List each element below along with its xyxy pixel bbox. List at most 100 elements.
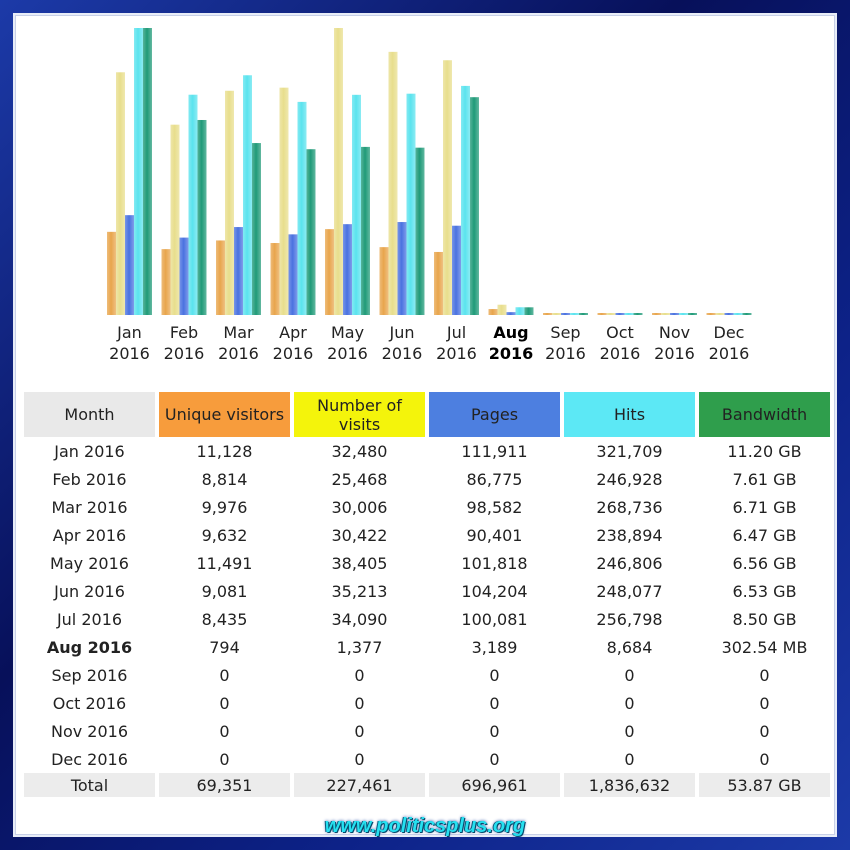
- cell-unique: 8,814: [201, 469, 248, 489]
- cell-visits: 35,213: [331, 581, 388, 601]
- bar-hits-5: [352, 94, 361, 316]
- cell-pages: 90,401: [466, 525, 523, 545]
- x-tick-label: Jun: [389, 323, 415, 342]
- cell-visits: 0: [354, 721, 365, 741]
- cell-visits: 25,468: [331, 469, 388, 489]
- table-row: Jun 2016 9,081 35,213 104,204 248,077 6.53 GB: [24, 577, 830, 605]
- x-tick-label: Nov: [659, 323, 690, 342]
- total-visits: 227,461: [294, 773, 425, 797]
- x-tick-label: 2016: [109, 344, 150, 363]
- x-tick-label: Mar: [223, 323, 254, 342]
- bar-hits-1: [134, 28, 143, 315]
- total-hits: 1,836,632: [564, 773, 695, 797]
- cell-bandwidth: 6.47 GB: [732, 525, 797, 545]
- cell-unique: 794: [209, 637, 240, 657]
- bar-bandwidth-7: [470, 97, 479, 315]
- bar-unique-5: [325, 229, 334, 315]
- x-tick-label: Apr: [279, 323, 307, 342]
- x-tick-label: 2016: [654, 344, 695, 363]
- total-month: Total: [24, 773, 155, 797]
- x-tick-label: 2016: [164, 344, 205, 363]
- table-header-row: Month Unique visitors Number of visits P…: [24, 392, 830, 437]
- bar-visits-2: [170, 124, 180, 315]
- header-bandwidth: Bandwidth: [699, 392, 830, 437]
- cell-bandwidth: 302.54 MB: [721, 637, 808, 657]
- bar-unique-8: [488, 309, 498, 315]
- x-tick-label: 2016: [218, 344, 259, 363]
- cell-visits: 0: [354, 749, 365, 769]
- cell-month: Jul 2016: [56, 609, 123, 629]
- cell-visits: 38,405: [331, 553, 388, 573]
- bar-unique-7: [434, 251, 443, 315]
- header-pages: Pages: [429, 392, 560, 437]
- header-month: Month: [24, 392, 155, 437]
- header-number-of-visits: Number of visits: [294, 392, 425, 437]
- cell-bandwidth: 8.50 GB: [732, 609, 797, 629]
- table-row: Jan 2016 11,128 32,480 111,911 321,709 11.20 …: [24, 437, 830, 465]
- total-unique: 69,351: [159, 773, 290, 797]
- cell-month: Nov 2016: [50, 721, 129, 741]
- cell-unique: 9,632: [201, 525, 248, 545]
- cell-month: Aug 2016: [46, 637, 133, 657]
- bar-pages-4: [288, 234, 298, 315]
- bar-hits-12: [733, 313, 743, 315]
- bar-bandwidth-10: [633, 313, 643, 315]
- cell-visits: 0: [354, 665, 365, 685]
- cell-hits: 248,077: [596, 581, 663, 601]
- bar-pages-3: [234, 227, 243, 315]
- cell-pages: 0: [489, 665, 500, 685]
- total-bandwidth: 53.87 GB: [699, 773, 830, 797]
- bar-unique-2: [161, 249, 171, 315]
- x-tick-label: 2016: [273, 344, 314, 363]
- cell-bandwidth: 0: [759, 693, 770, 713]
- table-row: Apr 2016 9,632 30,422 90,401 238,894 6.47 GB: [24, 521, 830, 549]
- bar-hits-7: [461, 85, 470, 315]
- cell-hits: 238,894: [596, 525, 663, 545]
- bar-hits-8: [515, 307, 525, 315]
- bar-pages-5: [343, 224, 352, 315]
- cell-unique: 9,081: [201, 581, 248, 601]
- x-tick-label: Sep: [550, 323, 580, 342]
- bar-visits-1: [116, 72, 125, 315]
- bar-bandwidth-5: [361, 146, 370, 315]
- table-total-row: Total 69,351 227,461 696,961 1,836,632 53.87 …: [24, 773, 830, 797]
- cell-month: Feb 2016: [52, 469, 127, 489]
- bar-hits-4: [297, 101, 307, 316]
- cell-hits: 321,709: [596, 441, 663, 461]
- cell-month: Sep 2016: [51, 665, 128, 685]
- bar-unique-4: [270, 243, 280, 315]
- bar-hits-3: [243, 75, 252, 315]
- bar-hits-10: [624, 313, 634, 315]
- x-tick-label: 2016: [382, 344, 423, 363]
- bar-visits-3: [225, 90, 234, 316]
- bar-visits-10: [606, 313, 616, 315]
- cell-bandwidth: 6.71 GB: [732, 497, 797, 517]
- cell-hits: 8,684: [606, 637, 653, 657]
- bar-hits-6: [406, 93, 416, 315]
- bar-hits-9: [570, 313, 579, 315]
- cell-visits: 1,377: [336, 637, 383, 657]
- bar-pages-12: [724, 313, 734, 315]
- bar-pages-9: [561, 313, 570, 315]
- cell-hits: 0: [624, 665, 635, 685]
- bar-unique-12: [706, 313, 716, 315]
- x-tick-label: Dec: [714, 323, 745, 342]
- x-tick-label: Jul: [446, 323, 466, 342]
- table-row: Jul 2016 8,435 34,090 100,081 256,798 8.50 GB: [24, 605, 830, 633]
- bar-bandwidth-11: [688, 313, 697, 315]
- monthly-stats-table: Month Unique visitors Number of visits P…: [20, 392, 834, 797]
- cell-month: Dec 2016: [51, 749, 128, 769]
- bar-unique-10: [597, 313, 607, 315]
- cell-unique: 0: [219, 749, 230, 769]
- bar-pages-2: [179, 237, 189, 315]
- cell-bandwidth: 6.53 GB: [732, 581, 797, 601]
- x-tick-label: 2016: [327, 344, 368, 363]
- bar-bandwidth-12: [742, 313, 752, 315]
- bar-visits-11: [661, 313, 670, 315]
- cell-visits: 34,090: [331, 609, 388, 629]
- cell-bandwidth: 11.20 GB: [727, 441, 802, 461]
- cell-hits: 0: [624, 693, 635, 713]
- bar-unique-9: [543, 313, 552, 315]
- cell-pages: 101,818: [461, 553, 528, 573]
- cell-month: Jun 2016: [54, 581, 125, 601]
